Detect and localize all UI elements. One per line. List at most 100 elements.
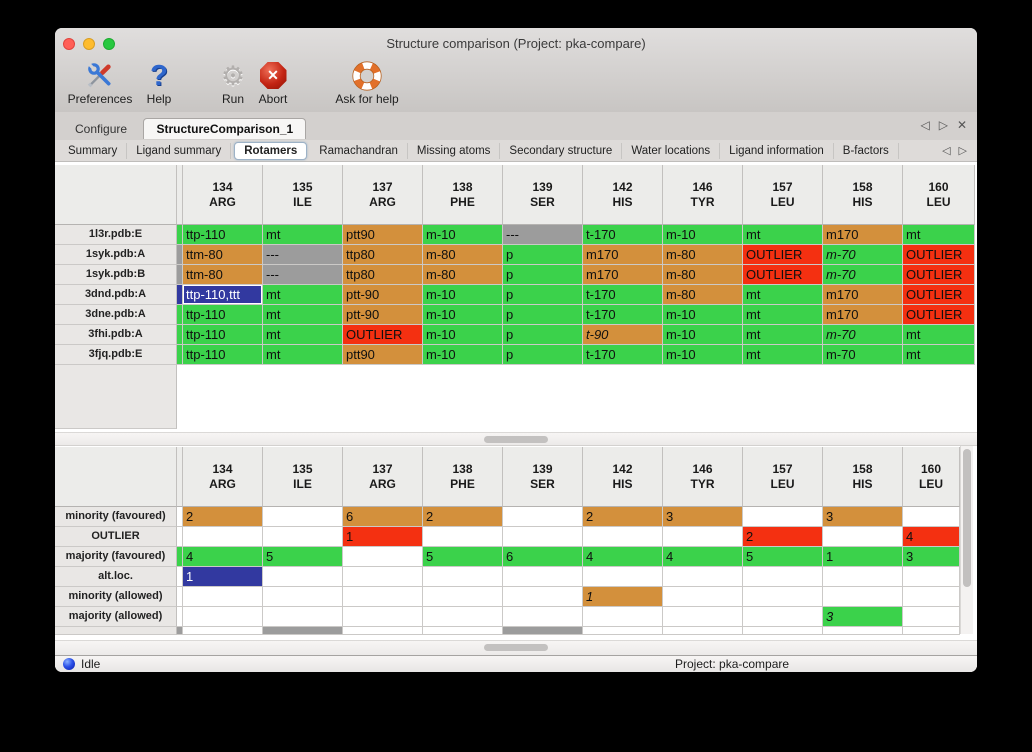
count-cell[interactable] bbox=[903, 567, 960, 587]
count-cell[interactable]: 1 bbox=[823, 547, 903, 567]
rotamer-cell[interactable]: mt bbox=[743, 305, 823, 325]
rotamer-cell[interactable]: ttp-110 bbox=[183, 325, 263, 345]
count-cell[interactable] bbox=[503, 587, 583, 607]
count-cell[interactable] bbox=[183, 587, 263, 607]
rotamer-cell[interactable]: m-10 bbox=[663, 225, 743, 245]
rotamer-cell[interactable]: ttm-80 bbox=[183, 265, 263, 285]
abort-button[interactable]: ✕ Abort bbox=[249, 59, 297, 106]
count-cell[interactable] bbox=[343, 547, 423, 567]
rotamer-cell[interactable]: mt bbox=[903, 325, 975, 345]
count-cell[interactable]: 6 bbox=[343, 507, 423, 527]
count-cell[interactable] bbox=[183, 527, 263, 547]
minimize-window-button[interactable] bbox=[83, 38, 95, 50]
rotamer-row-label[interactable]: 1syk.pdb:A bbox=[55, 245, 177, 265]
scrolled-column-cell-fragment[interactable] bbox=[177, 265, 183, 285]
count-cell[interactable] bbox=[263, 567, 343, 587]
pane-splitter[interactable] bbox=[55, 432, 977, 446]
count-cell[interactable]: 3 bbox=[663, 507, 743, 527]
subtab-rotamers[interactable]: Rotamers bbox=[234, 141, 308, 160]
scrolled-column-cell-fragment[interactable] bbox=[177, 587, 183, 607]
count-cell[interactable] bbox=[743, 627, 823, 635]
rotamer-cell[interactable]: m-10 bbox=[663, 325, 743, 345]
count-row-label[interactable] bbox=[55, 627, 177, 635]
rotamer-cell[interactable]: ttp-110 bbox=[183, 305, 263, 325]
count-cell[interactable] bbox=[583, 607, 663, 627]
zoom-window-button[interactable] bbox=[103, 38, 115, 50]
rotamer-cell[interactable]: p bbox=[503, 285, 583, 305]
column-header-134[interactable]: 134 ARG bbox=[183, 165, 263, 225]
rotamer-cell[interactable]: m-80 bbox=[663, 245, 743, 265]
rotamer-cell[interactable]: p bbox=[503, 305, 583, 325]
rotamer-cell[interactable]: m170 bbox=[823, 285, 903, 305]
rotamer-cell[interactable]: ttp-110,ttt bbox=[183, 285, 263, 305]
count-cell[interactable]: 6 bbox=[503, 547, 583, 567]
count-cell[interactable] bbox=[743, 587, 823, 607]
count-row-label[interactable]: alt.loc. bbox=[55, 567, 177, 587]
column-header-134[interactable]: 134 ARG bbox=[183, 447, 263, 507]
subtab-ligand-information[interactable]: Ligand information bbox=[720, 142, 834, 159]
count-cell[interactable] bbox=[263, 507, 343, 527]
scrollbar-thumb[interactable] bbox=[963, 449, 971, 587]
count-cell[interactable] bbox=[263, 587, 343, 607]
rotamer-cell[interactable]: p bbox=[503, 265, 583, 285]
count-cell[interactable]: 4 bbox=[903, 527, 960, 547]
count-cell[interactable]: 4 bbox=[583, 547, 663, 567]
rotamer-cell[interactable]: m-10 bbox=[663, 345, 743, 365]
rotamer-cell[interactable]: mt bbox=[743, 325, 823, 345]
count-cell[interactable]: 3 bbox=[823, 507, 903, 527]
scrolled-column-cell-fragment[interactable] bbox=[177, 325, 183, 345]
rotamer-cell[interactable]: t-170 bbox=[583, 345, 663, 365]
rotamer-cell[interactable]: ptt-90 bbox=[343, 285, 423, 305]
count-cell[interactable]: 2 bbox=[183, 507, 263, 527]
count-cell[interactable] bbox=[743, 607, 823, 627]
rotamer-cell[interactable]: m-70 bbox=[823, 245, 903, 265]
count-row-label[interactable]: majority (favoured) bbox=[55, 547, 177, 567]
rotamer-cell[interactable]: m-10 bbox=[423, 225, 503, 245]
rotamer-cell[interactable]: mt bbox=[743, 225, 823, 245]
rotamer-cell[interactable]: ttp80 bbox=[343, 245, 423, 265]
count-cell[interactable] bbox=[903, 607, 960, 627]
count-cell[interactable] bbox=[663, 527, 743, 547]
count-cell[interactable] bbox=[583, 627, 663, 635]
rotamer-cell[interactable]: m-80 bbox=[423, 265, 503, 285]
ask-for-help-button[interactable]: Ask for help bbox=[325, 59, 409, 106]
rotamer-cell[interactable]: --- bbox=[503, 225, 583, 245]
column-header-138[interactable]: 138 PHE bbox=[423, 165, 503, 225]
rotamer-cell[interactable]: OUTLIER bbox=[743, 245, 823, 265]
splitter-handle[interactable] bbox=[484, 436, 548, 443]
rotamer-cell[interactable]: OUTLIER bbox=[743, 265, 823, 285]
count-cell[interactable]: 2 bbox=[583, 507, 663, 527]
rotamer-cell[interactable]: m-70 bbox=[823, 325, 903, 345]
column-header-160[interactable]: 160 LEU bbox=[903, 447, 960, 507]
count-cell[interactable] bbox=[423, 567, 503, 587]
rotamer-row-label[interactable]: 1syk.pdb:B bbox=[55, 265, 177, 285]
count-cell[interactable]: 2 bbox=[743, 527, 823, 547]
scrolled-column-cell-fragment[interactable] bbox=[177, 285, 183, 305]
rotamer-cell[interactable]: ttm-80 bbox=[183, 245, 263, 265]
rotamer-cell[interactable]: --- bbox=[263, 265, 343, 285]
count-cell[interactable] bbox=[823, 527, 903, 547]
column-header-157[interactable]: 157 LEU bbox=[743, 447, 823, 507]
column-header-139[interactable]: 139 SER bbox=[503, 165, 583, 225]
rotamer-cell[interactable]: mt bbox=[743, 285, 823, 305]
rotamer-cell[interactable]: mt bbox=[263, 345, 343, 365]
scroll-right-icon[interactable]: ▷ bbox=[938, 118, 948, 132]
scrolled-column-cell-fragment[interactable] bbox=[177, 547, 183, 567]
rotamer-cell[interactable]: mt bbox=[263, 225, 343, 245]
rotamer-cell[interactable]: m-70 bbox=[823, 265, 903, 285]
count-cell[interactable] bbox=[503, 607, 583, 627]
column-header-157[interactable]: 157 LEU bbox=[743, 165, 823, 225]
count-row-label[interactable]: OUTLIER bbox=[55, 527, 177, 547]
count-cell[interactable] bbox=[823, 587, 903, 607]
count-cell[interactable] bbox=[903, 627, 960, 635]
rotamer-cell[interactable]: p bbox=[503, 245, 583, 265]
count-cell[interactable] bbox=[503, 567, 583, 587]
pane-splitter[interactable] bbox=[55, 640, 977, 656]
rotamer-cell[interactable]: m-80 bbox=[663, 285, 743, 305]
column-header-158[interactable]: 158 HIS bbox=[823, 165, 903, 225]
count-cell[interactable] bbox=[663, 567, 743, 587]
count-cell[interactable] bbox=[503, 527, 583, 547]
rotamer-cell[interactable]: mt bbox=[263, 285, 343, 305]
column-header-135[interactable]: 135 ILE bbox=[263, 447, 343, 507]
column-header-137[interactable]: 137 ARG bbox=[343, 165, 423, 225]
